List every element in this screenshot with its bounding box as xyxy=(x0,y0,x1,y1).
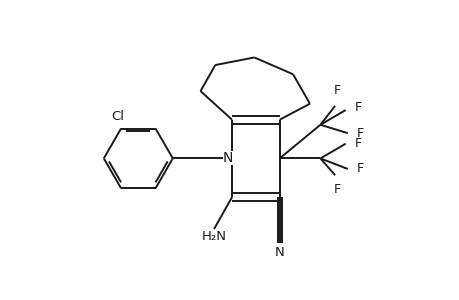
Text: F: F xyxy=(356,127,364,140)
Text: Cl: Cl xyxy=(111,110,124,123)
Text: F: F xyxy=(354,137,361,150)
Text: N: N xyxy=(222,152,233,165)
Text: F: F xyxy=(354,101,361,114)
Text: H₂N: H₂N xyxy=(201,230,226,243)
Text: F: F xyxy=(356,162,364,176)
Text: F: F xyxy=(333,183,340,196)
Text: N: N xyxy=(274,246,284,259)
Text: F: F xyxy=(333,84,340,97)
